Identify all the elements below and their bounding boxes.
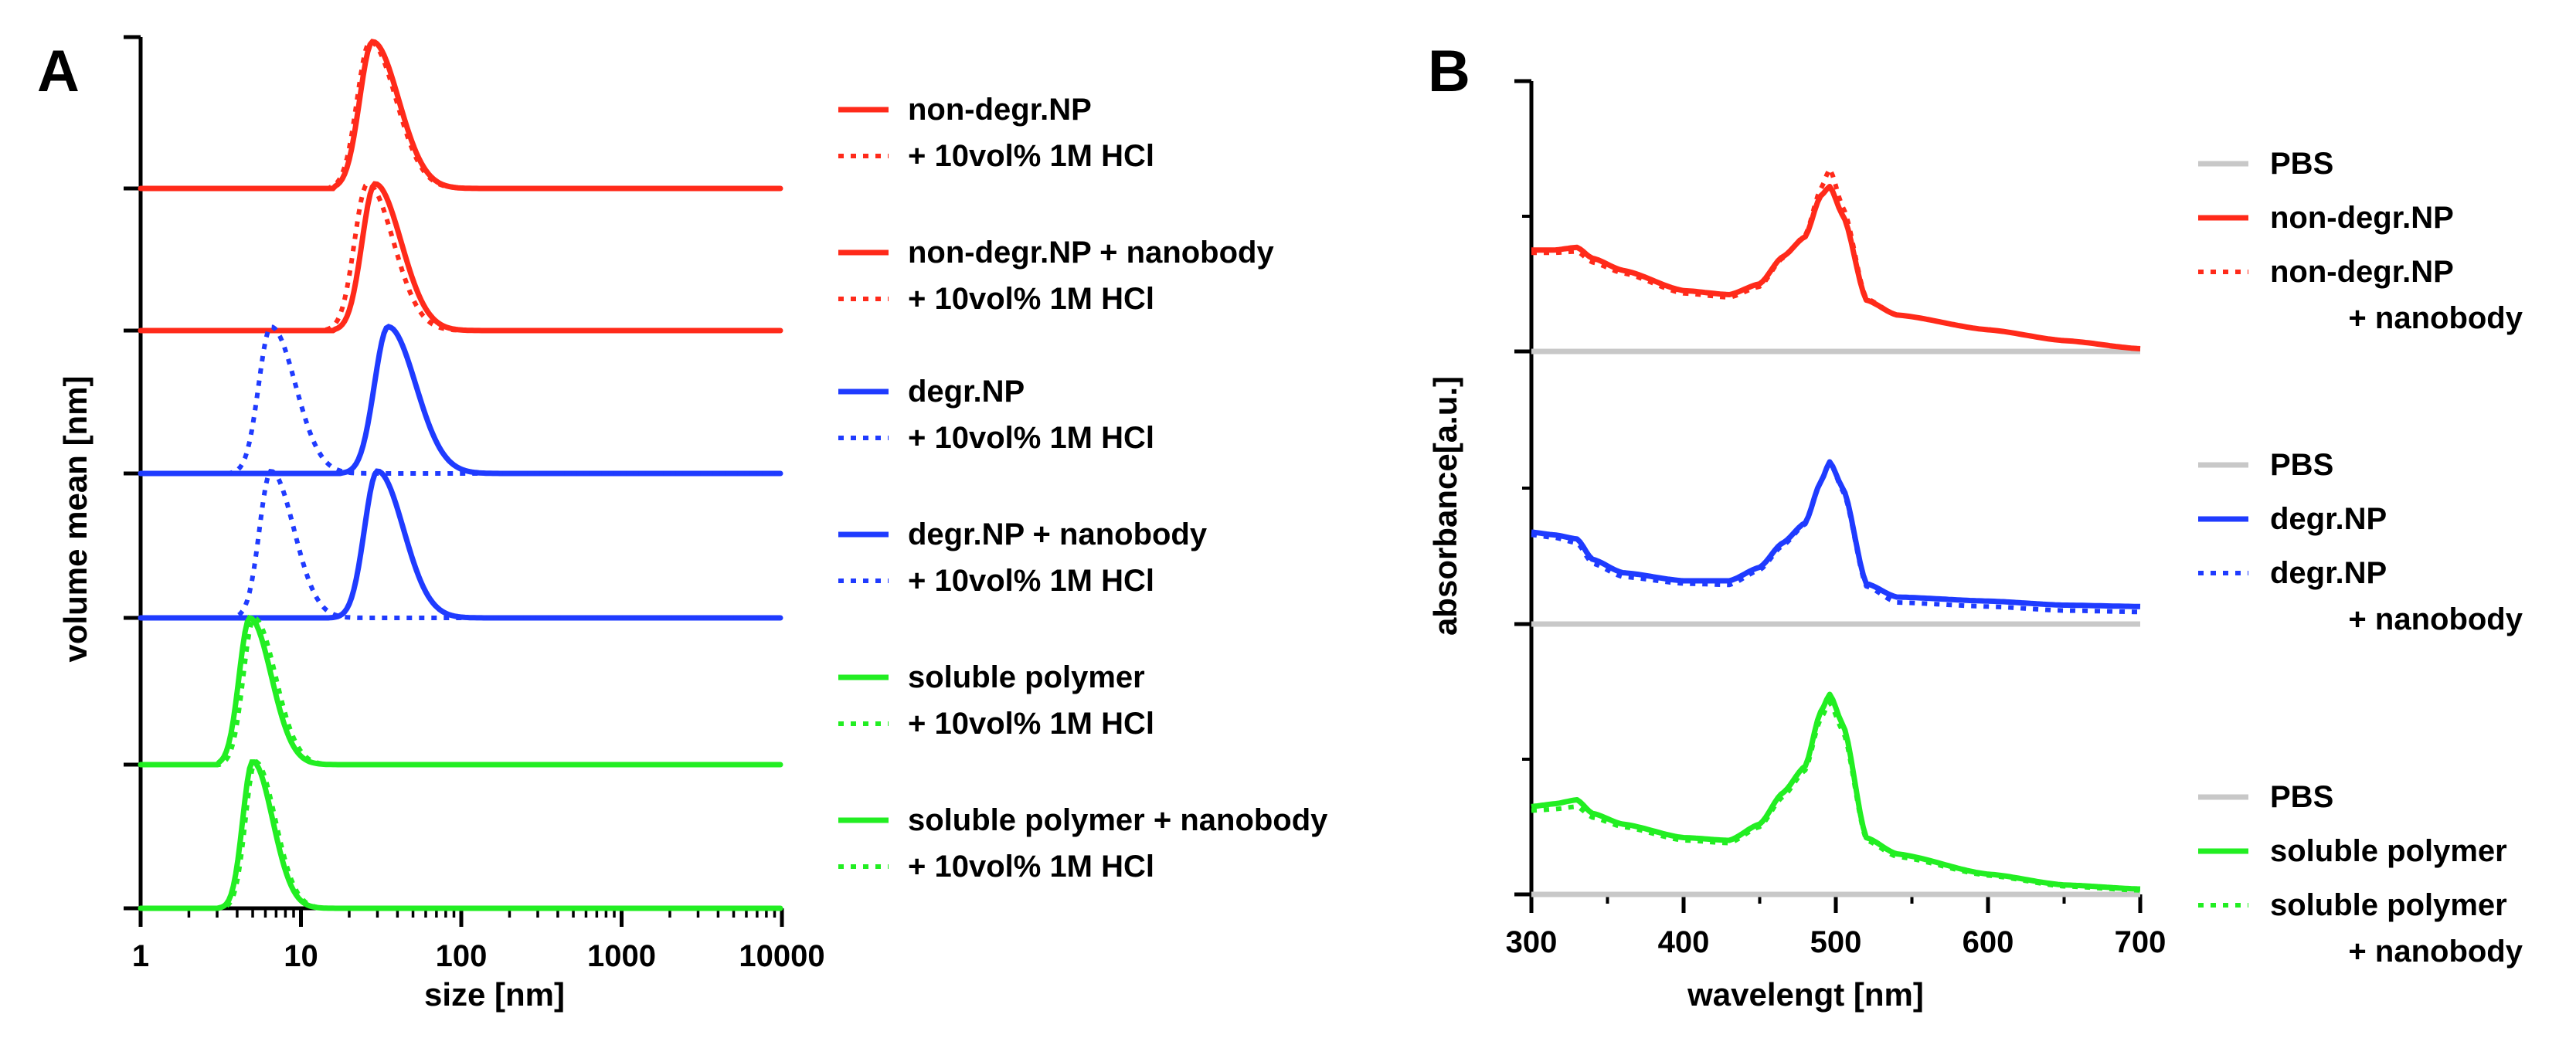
panel-a-x-tick-label: 100 bbox=[436, 939, 488, 973]
panel-a-trace-non-degr-np-nanobody bbox=[138, 181, 783, 334]
panel-a-axes: 1 10 100 1000 10000 bbox=[124, 35, 825, 973]
panel-a-legend-solid-label: non-degr.NP + nanobody bbox=[908, 236, 1274, 270]
panel-b-trace-non-degr-np bbox=[1531, 184, 2141, 351]
panel-a-legend-dotted-label: + 10vol% 1M HCl bbox=[908, 564, 1154, 598]
panel-b-x-tick-label: 700 bbox=[2115, 925, 2166, 959]
panel-a-trace-soluble-polymer bbox=[138, 615, 783, 768]
panel-b-x-tick-label: 500 bbox=[1810, 925, 1862, 959]
panel-b-legend-pbs-label: PBS bbox=[2270, 147, 2333, 181]
panel-b-legend: PBS non-degr.NP non-degr.NP + nanobody PBS de… bbox=[2198, 147, 2523, 969]
panel-b-legend-solid-label: soluble polymer bbox=[2270, 834, 2507, 868]
panel-b-y-axis-title: absorbance[a.u.] bbox=[1427, 376, 1463, 636]
panel-b-legend-dotted-label: degr.NP bbox=[2270, 556, 2387, 590]
panel-b-trace-degr-np bbox=[1531, 459, 2141, 609]
panel-a-trace-degr-np bbox=[138, 324, 783, 477]
panel-a-x-tick-label: 1 bbox=[132, 939, 149, 973]
panel-a-trace-non-degr-np bbox=[138, 39, 783, 192]
panel-a-traces bbox=[138, 39, 783, 911]
panel-b-x-tick-label: 300 bbox=[1506, 925, 1558, 959]
panel-a-trace-degr-np-nanobody bbox=[138, 468, 783, 621]
panel-b-axes: 300 400 500 600 700 bbox=[1506, 79, 2166, 959]
panel-a-legend-dotted-label: + 10vol% 1M HCl bbox=[908, 421, 1154, 455]
panel-a-legend-dotted-label: + 10vol% 1M HCl bbox=[908, 850, 1154, 884]
panel-b-legend-dotted-label: soluble polymer bbox=[2270, 888, 2507, 922]
panel-a-x-axis-title: size [nm] bbox=[424, 976, 565, 1013]
panel-b-legend-dotted-label: non-degr.NP bbox=[2270, 255, 2454, 289]
panel-a-legend-solid-label: soluble polymer + nanobody bbox=[908, 803, 1328, 837]
panel-b-legend-pbs-label: PBS bbox=[2270, 780, 2333, 814]
panel-a-trace-non-degr-np-nanobody-10vol-1m-hcl bbox=[141, 181, 780, 333]
panel-b-legend-solid-label: non-degr.NP bbox=[2270, 201, 2454, 235]
panel-a-trace-non-degr-np-10vol-1m-hcl bbox=[141, 39, 780, 191]
panel-b-legend-dotted-label-line2: + nanobody bbox=[2348, 301, 2523, 335]
panel-b-legend-dotted-label-line2: + nanobody bbox=[2348, 602, 2523, 636]
panel-a-trace-degr-np-10vol-1m-hcl bbox=[141, 324, 780, 476]
panel-b-legend-solid-label: degr.NP bbox=[2270, 502, 2387, 536]
panel-b-trace-degr-np-nanobody bbox=[1531, 460, 2141, 615]
panel-a-legend: non-degr.NP + 10vol% 1M HCl non-degr.NP + … bbox=[838, 93, 1328, 884]
panel-a-legend-dotted-label: + 10vol% 1M HCl bbox=[908, 139, 1154, 173]
panel-a-legend-dotted-label: + 10vol% 1M HCl bbox=[908, 707, 1154, 741]
panel-b-legend-pbs-label: PBS bbox=[2270, 448, 2333, 482]
panel-a-legend-solid-label: degr.NP + nanobody bbox=[908, 517, 1208, 551]
panel-a-legend-dotted-label: + 10vol% 1M HCl bbox=[908, 282, 1154, 316]
panel-a-x-tick-label: 10000 bbox=[739, 939, 824, 973]
panel-b-x-tick-label: 600 bbox=[1963, 925, 2014, 959]
panel-a-legend-solid-label: degr.NP bbox=[908, 375, 1025, 409]
panel-a-x-tick-label: 10 bbox=[284, 939, 318, 973]
panel-a-trace-degr-np-nanobody-10vol-1m-hcl bbox=[141, 468, 780, 620]
panel-a-y-axis-title: volume mean [nm] bbox=[57, 375, 93, 662]
panel-b-trace-soluble-polymer bbox=[1531, 691, 2141, 892]
panel-b-traces bbox=[1531, 166, 2141, 897]
panel-b-trace-soluble-polymer-nanobody bbox=[1531, 700, 2141, 893]
panel-b-label: B bbox=[1428, 39, 1470, 104]
panel-b-legend-dotted-label-line2: + nanobody bbox=[2348, 935, 2523, 969]
panel-b-x-axis-title: wavelengt [nm] bbox=[1687, 976, 1924, 1013]
panel-a-trace-soluble-polymer-nanobody-10vol-1m-hcl bbox=[141, 758, 780, 911]
panel-a-legend-solid-label: non-degr.NP bbox=[908, 93, 1092, 127]
panel-a-x-tick-label: 1000 bbox=[587, 939, 656, 973]
panel-b-trace-non-degr-np-nanobody bbox=[1531, 166, 2141, 351]
panel-a-trace-soluble-polymer-nanobody bbox=[138, 759, 783, 911]
panel-a-legend-solid-label: soluble polymer bbox=[908, 660, 1145, 694]
panel-b-x-tick-label: 400 bbox=[1658, 925, 1710, 959]
panel-a-label: A bbox=[37, 39, 80, 104]
